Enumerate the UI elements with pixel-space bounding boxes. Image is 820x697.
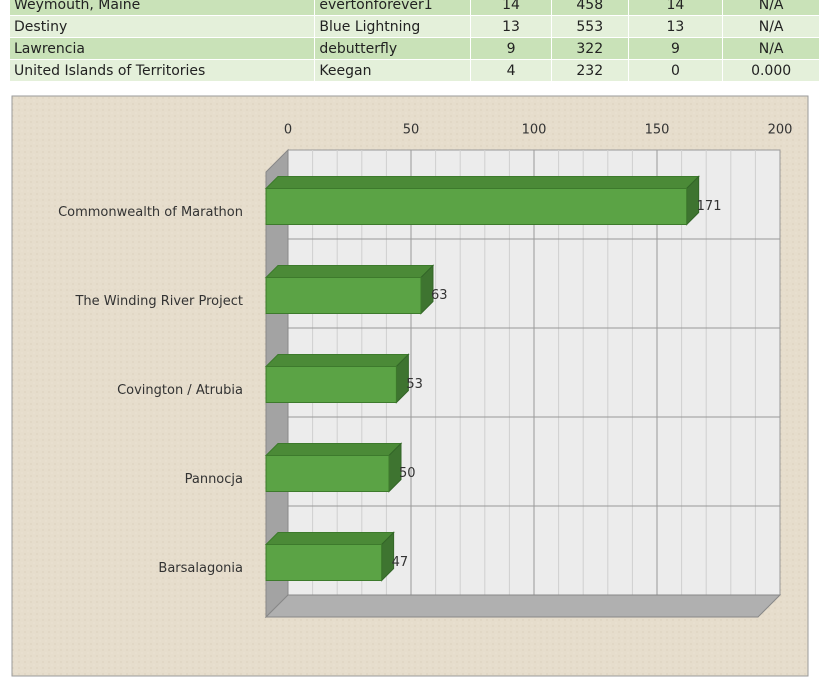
value-label: 53 [406, 377, 423, 392]
table-cell: Weymouth, Maine [10, 0, 316, 16]
table-cell: 13 [628, 15, 724, 38]
table-cell: United Islands of Territories [10, 59, 316, 82]
table-cell: evertonforever1 [314, 0, 472, 16]
bar-top [264, 443, 403, 456]
table-cell: 232 [551, 59, 629, 82]
bar-top [264, 532, 395, 545]
y-tick-label: The Winding River Project [74, 294, 243, 309]
bar [265, 366, 397, 403]
y-tick-label: Pannocja [185, 472, 243, 487]
x-tick-label: 50 [403, 123, 420, 138]
table-cell: N/A [722, 15, 820, 38]
table-cell: 14 [470, 0, 552, 16]
bar [265, 277, 422, 314]
table-row: Lawrencia debutterfly 9 322 9 N/A [10, 37, 820, 60]
value-label: 47 [392, 555, 409, 570]
value-label: 50 [399, 466, 416, 481]
x-tick-label: 0 [284, 123, 292, 138]
table-cell: debutterfly [314, 37, 472, 60]
x-tick-label: 150 [645, 123, 670, 138]
table-row: Weymouth, Maine evertonforever1 14 458 14 N/A [10, 0, 820, 16]
table-cell: 553 [551, 15, 629, 38]
bar-top [264, 176, 700, 189]
table-cell: N/A [722, 0, 820, 16]
table-cell: Blue Lightning [314, 15, 472, 38]
table-cell: 4 [470, 59, 552, 82]
y-tick-label: Commonwealth of Marathon [58, 205, 243, 220]
table-cell: 9 [470, 37, 552, 60]
table-cell: N/A [722, 37, 820, 60]
table-row: Destiny Blue Lightning 13 553 13 N/A [10, 15, 820, 38]
table-row: United Islands of Territories Keegan 4 232 0… [10, 59, 820, 82]
table-cell: Keegan [314, 59, 472, 82]
table-cell: Lawrencia [10, 37, 316, 60]
table-cell: 14 [628, 0, 724, 16]
x-tick-label: 200 [768, 123, 793, 138]
table-cell: 0 [628, 59, 724, 82]
y-tick-label: Barsalagonia [158, 561, 243, 576]
table-cell: 0.000 [722, 59, 820, 82]
bar [265, 544, 383, 581]
y-tick-label: Covington / Atrubia [117, 383, 243, 398]
data-table: Weymouth, Maine evertonforever1 14 458 14 N/A… [10, 0, 820, 82]
table-cell: 9 [628, 37, 724, 60]
value-label: 63 [431, 288, 448, 303]
floor [264, 594, 782, 618]
bar-top [264, 354, 410, 367]
bar-top [264, 265, 435, 278]
bar [265, 188, 688, 225]
table-cell: 13 [470, 15, 552, 38]
x-tick-label: 100 [522, 123, 547, 138]
bar [265, 455, 390, 492]
value-label: 171 [697, 199, 722, 214]
table-cell: 458 [551, 0, 629, 16]
table-cell: Destiny [10, 15, 316, 38]
table-cell: 322 [551, 37, 629, 60]
